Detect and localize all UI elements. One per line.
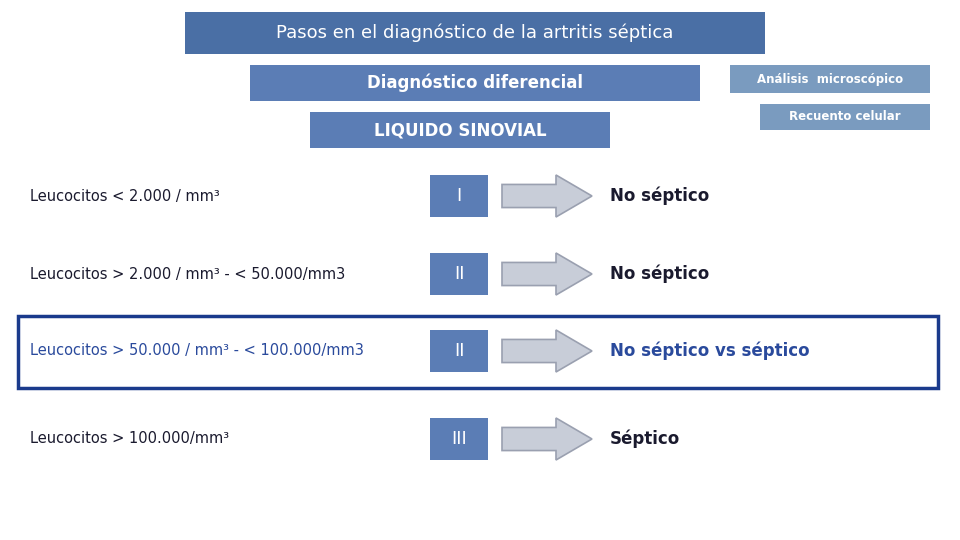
- Text: Leucocitos > 100.000/mm³: Leucocitos > 100.000/mm³: [30, 431, 229, 447]
- Text: Séptico: Séptico: [610, 430, 681, 448]
- Polygon shape: [502, 330, 592, 372]
- Text: LIQUIDO SINOVIAL: LIQUIDO SINOVIAL: [373, 121, 546, 139]
- Text: No séptico: No séptico: [610, 265, 709, 284]
- FancyBboxPatch shape: [250, 65, 700, 101]
- FancyBboxPatch shape: [430, 175, 488, 217]
- Text: II: II: [454, 265, 465, 283]
- Polygon shape: [502, 175, 592, 217]
- Text: No séptico: No séptico: [610, 187, 709, 205]
- Text: Leucocitos > 2.000 / mm³ - < 50.000/mm3: Leucocitos > 2.000 / mm³ - < 50.000/mm3: [30, 267, 346, 281]
- FancyBboxPatch shape: [430, 253, 488, 295]
- FancyBboxPatch shape: [430, 330, 488, 372]
- FancyBboxPatch shape: [760, 104, 930, 130]
- Polygon shape: [502, 418, 592, 460]
- Text: Leucocitos > 50.000 / mm³ - < 100.000/mm3: Leucocitos > 50.000 / mm³ - < 100.000/mm…: [30, 343, 364, 359]
- Polygon shape: [502, 253, 592, 295]
- Text: I: I: [456, 187, 462, 205]
- FancyBboxPatch shape: [730, 65, 930, 93]
- Text: II: II: [454, 342, 465, 360]
- Text: Recuento celular: Recuento celular: [789, 111, 900, 124]
- Text: Diagnóstico diferencial: Diagnóstico diferencial: [367, 74, 583, 92]
- Text: Análisis  microscópico: Análisis microscópico: [756, 72, 903, 85]
- Text: No séptico vs séptico: No séptico vs séptico: [610, 342, 809, 360]
- FancyBboxPatch shape: [185, 12, 765, 54]
- Text: Pasos en el diagnóstico de la artritis séptica: Pasos en el diagnóstico de la artritis s…: [276, 24, 674, 42]
- FancyBboxPatch shape: [310, 112, 610, 148]
- Text: III: III: [451, 430, 467, 448]
- FancyBboxPatch shape: [430, 418, 488, 460]
- Text: Leucocitos < 2.000 / mm³: Leucocitos < 2.000 / mm³: [30, 188, 220, 204]
